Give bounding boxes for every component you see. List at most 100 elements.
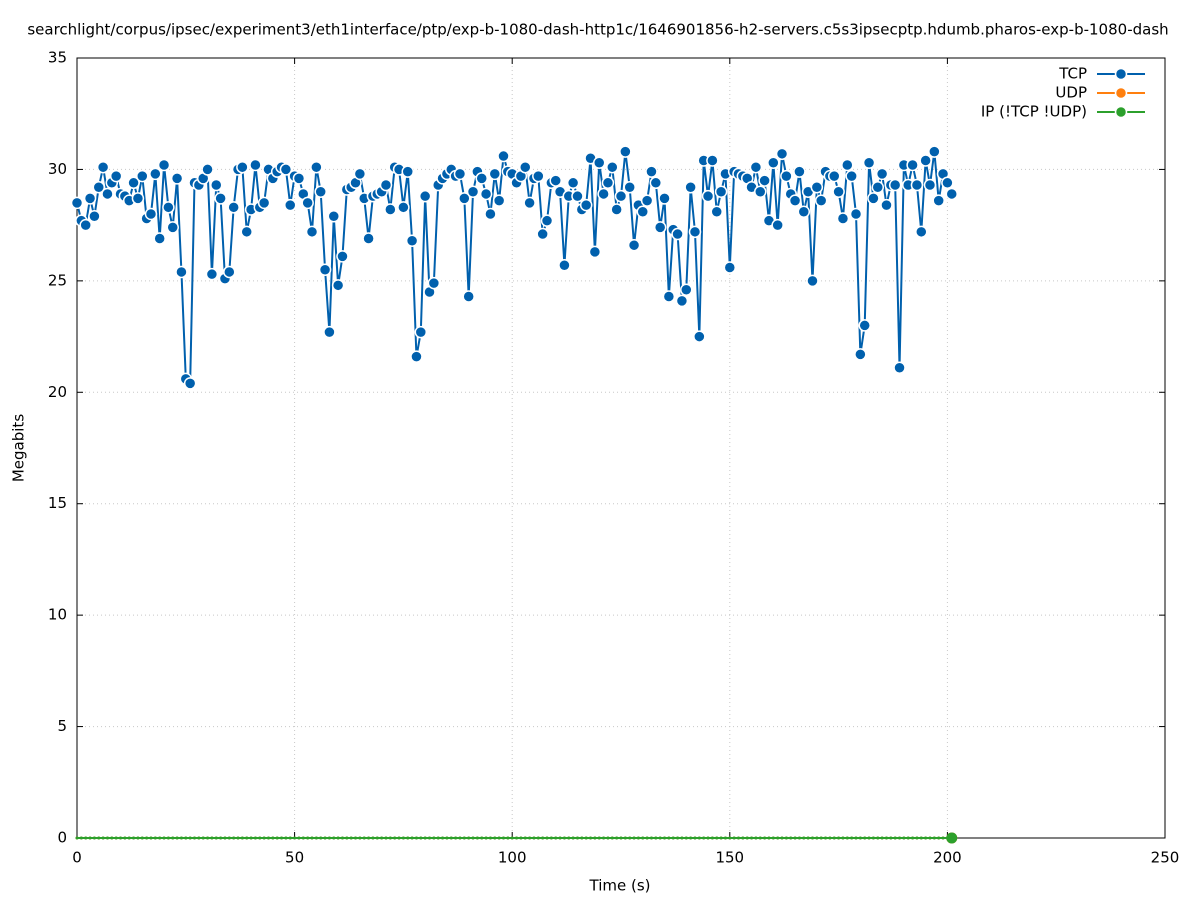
- data-point: [271, 836, 275, 840]
- data-point: [358, 836, 362, 840]
- data-point: [719, 836, 723, 840]
- data-point: [919, 836, 923, 840]
- data-point: [183, 377, 197, 390]
- data-point: [867, 192, 880, 205]
- data-point: [737, 836, 741, 840]
- data-point: [928, 836, 932, 840]
- data-point: [876, 836, 880, 840]
- y-tick-label: 5: [57, 717, 67, 735]
- data-point: [353, 167, 367, 181]
- data-point: [619, 145, 632, 158]
- data-point: [132, 836, 136, 840]
- y-tick-label: 25: [48, 271, 67, 289]
- data-point: [741, 836, 745, 840]
- data-point: [127, 176, 140, 190]
- data-point: [236, 160, 249, 174]
- data-point: [223, 836, 227, 840]
- data-point: [205, 267, 219, 281]
- data-point: [240, 225, 253, 239]
- data-point: [880, 198, 893, 212]
- data-point: [497, 836, 501, 840]
- data-point: [123, 836, 127, 840]
- data-point: [788, 194, 802, 207]
- data-point: [593, 836, 597, 840]
- legend-label: IP (!TCP !UDP): [981, 103, 1087, 121]
- data-point: [623, 836, 627, 840]
- data-point: [345, 836, 349, 840]
- data-point: [750, 836, 754, 840]
- data-point: [384, 203, 397, 216]
- data-point: [793, 165, 806, 178]
- data-point: [83, 192, 97, 205]
- data-point: [671, 227, 684, 241]
- data-point: [371, 836, 375, 840]
- data-point: [175, 836, 179, 840]
- data-point: [193, 836, 197, 840]
- data-point: [558, 259, 571, 272]
- data-point: [888, 178, 902, 192]
- data-point: [602, 836, 606, 840]
- data-point: [562, 836, 566, 840]
- data-point: [667, 836, 671, 840]
- data-point: [932, 194, 945, 207]
- data-point: [88, 836, 92, 840]
- data-point: [219, 836, 223, 840]
- data-point: [871, 836, 875, 840]
- data-point: [414, 836, 418, 840]
- data-point: [419, 836, 423, 840]
- data-point: [728, 836, 732, 840]
- data-point: [101, 187, 114, 201]
- data-point: [331, 279, 345, 292]
- data-point: [854, 836, 858, 840]
- data-point: [144, 207, 158, 221]
- data-point: [367, 836, 371, 840]
- legend-label: TCP: [1058, 65, 1087, 83]
- data-point: [558, 836, 562, 840]
- data-point: [310, 836, 314, 840]
- data-point: [153, 232, 166, 245]
- data-point: [314, 185, 327, 198]
- data-point: [197, 836, 201, 840]
- data-point: [549, 174, 562, 187]
- data-point: [232, 836, 236, 840]
- data-point: [410, 350, 423, 363]
- data-point: [824, 836, 828, 840]
- data-point: [802, 836, 806, 840]
- data-point: [349, 836, 353, 840]
- data-point: [658, 836, 662, 840]
- data-point: [893, 361, 906, 375]
- data-point: [162, 201, 175, 214]
- data-point: [523, 196, 536, 210]
- data-point: [284, 836, 288, 840]
- data-point: [405, 234, 419, 247]
- data-point: [732, 836, 736, 840]
- data-point: [588, 245, 602, 259]
- data-point: [280, 836, 284, 840]
- data-point: [758, 836, 762, 840]
- data-point: [492, 194, 506, 207]
- data-point: [758, 174, 771, 187]
- data-point: [923, 178, 937, 192]
- data-point: [170, 172, 184, 185]
- data-point: [262, 836, 266, 840]
- data-point: [745, 836, 749, 840]
- data-point: [380, 836, 384, 840]
- data-point: [149, 167, 162, 181]
- data-point: [436, 836, 440, 840]
- x-tick-label: 50: [285, 849, 304, 867]
- data-point: [114, 836, 118, 840]
- data-point: [910, 178, 924, 192]
- data-point: [863, 836, 867, 840]
- data-point: [684, 836, 688, 840]
- data-point: [206, 836, 210, 840]
- data-point: [131, 192, 145, 205]
- data-point: [306, 836, 310, 840]
- data-point: [301, 196, 314, 210]
- data-point: [240, 836, 244, 840]
- data-point: [488, 836, 492, 840]
- data-point: [397, 201, 410, 214]
- data-point: [684, 181, 697, 194]
- data-point: [850, 836, 854, 840]
